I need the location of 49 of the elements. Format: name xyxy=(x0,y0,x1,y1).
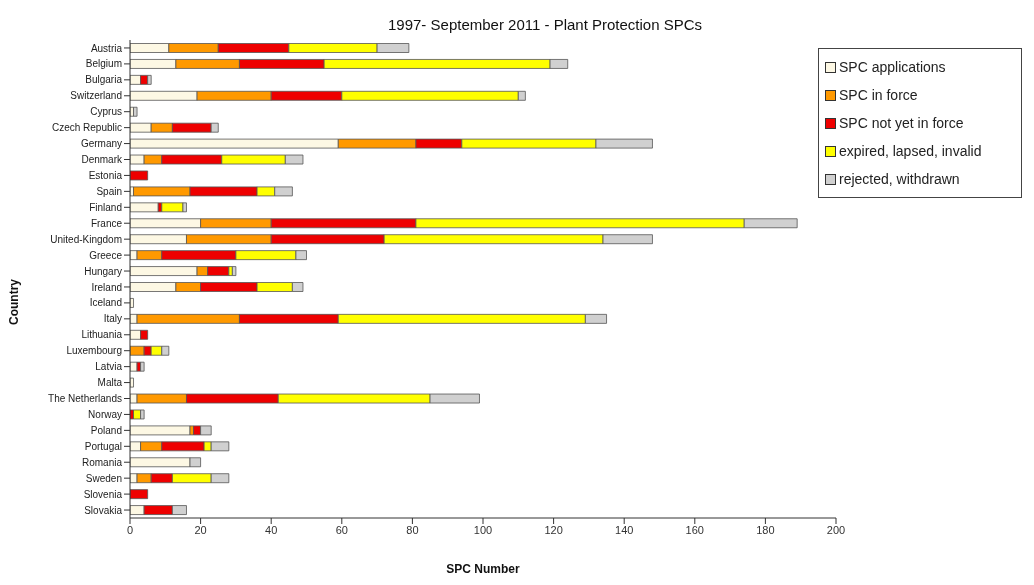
legend-label: rejected, withdrawn xyxy=(839,171,960,187)
y-axis-title: Country xyxy=(7,278,22,325)
y-tick-label: Slovenia xyxy=(83,488,123,500)
y-tick-label: Italy xyxy=(103,313,122,325)
y-tick-label: Denmark xyxy=(81,154,123,166)
x-axis-title: SPC Number xyxy=(446,562,520,576)
y-tick-label: United-Kingdom xyxy=(50,233,122,245)
x-tick-label: 100 xyxy=(473,523,493,536)
x-tick-label: 80 xyxy=(406,523,419,536)
y-tick-label: Slovakia xyxy=(84,504,123,516)
y-tick-label: Estonia xyxy=(88,169,123,181)
legend-label: SPC not yet in force xyxy=(839,115,964,131)
x-tick-label: 120 xyxy=(544,523,563,536)
y-tick-label: France xyxy=(90,217,123,229)
y-tick-label: Portugal xyxy=(84,440,122,452)
y-tick-label: Latvia xyxy=(95,361,123,373)
y-tick-label: Bulgaria xyxy=(85,74,123,86)
y-tick-label: Switzerland xyxy=(70,90,122,102)
x-tick-label: 0 xyxy=(126,523,134,536)
y-tick-label: Belgium xyxy=(85,58,122,70)
y-tick-label: Sweden xyxy=(85,472,122,484)
x-tick-label: 140 xyxy=(615,523,634,536)
legend-label: SPC in force xyxy=(839,87,918,103)
y-tick-label: Hungary xyxy=(84,265,122,277)
y-tick-label: Poland xyxy=(90,424,122,436)
y-tick-label: Cyprus xyxy=(90,106,122,118)
x-tick-label: 20 xyxy=(194,523,207,536)
x-tick-label: 200 xyxy=(826,523,846,536)
y-tick-label: Iceland xyxy=(89,297,122,309)
y-tick-label: Austria xyxy=(90,42,123,54)
y-tick-label: Luxembourg xyxy=(66,345,122,357)
legend-label: SPC applications xyxy=(839,59,946,75)
y-tick-label: Czech Republic xyxy=(51,122,122,134)
y-tick-label: Ireland xyxy=(91,281,122,293)
x-tick-label: 180 xyxy=(756,523,775,536)
y-tick-label: Malta xyxy=(97,377,123,389)
y-tick-label: Norway xyxy=(88,408,122,420)
y-tick-label: Romania xyxy=(81,456,123,468)
y-tick-label: Finland xyxy=(89,201,122,213)
y-tick-label: Spain xyxy=(96,185,122,197)
chart-title: 1997- September 2011 - Plant Protection SPCs xyxy=(388,16,703,33)
x-tick-label: 160 xyxy=(685,523,704,536)
y-tick-label: Lithuania xyxy=(81,329,123,341)
y-tick-label: Germany xyxy=(80,138,122,150)
legend-label: expired, lapsed, invalid xyxy=(839,143,982,159)
y-tick-label: Greece xyxy=(89,249,123,261)
x-tick-label: 40 xyxy=(265,523,278,536)
x-tick-label: 60 xyxy=(335,523,348,536)
y-tick-label: The Netherlands xyxy=(48,393,122,405)
